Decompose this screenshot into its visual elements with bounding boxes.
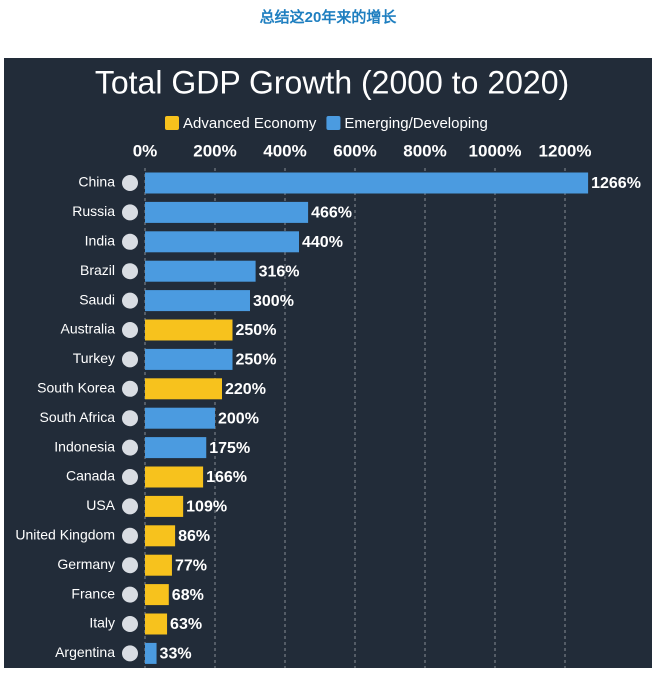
value-label: 109% — [186, 499, 227, 516]
category-label: Italy — [89, 615, 115, 631]
legend-label: Emerging/Developing — [344, 115, 487, 132]
bar — [145, 554, 172, 576]
value-label: 166% — [206, 469, 247, 486]
flag-icon — [122, 527, 138, 544]
bar — [145, 201, 309, 223]
flag-icon — [122, 233, 138, 250]
flag-icon — [122, 645, 138, 662]
x-tick-label: 800% — [403, 141, 446, 160]
flag-icon — [122, 322, 138, 338]
flag-icon — [122, 292, 138, 309]
bar — [145, 613, 168, 635]
value-label: 86% — [178, 528, 210, 545]
flag-icon — [122, 204, 138, 221]
flag-icon — [122, 380, 138, 397]
bar — [145, 642, 157, 664]
category-label: China — [78, 174, 115, 190]
flag-icon — [122, 410, 138, 427]
category-label: Indonesia — [54, 438, 115, 454]
value-label: 77% — [175, 557, 207, 574]
flag-icon — [122, 586, 138, 603]
legend-label: Advanced Economy — [183, 115, 317, 132]
legend-swatch — [326, 116, 341, 130]
category-label: Germany — [57, 556, 115, 572]
category-label: Argentina — [55, 644, 115, 660]
bar — [145, 407, 215, 429]
bar — [145, 378, 222, 400]
category-label: Brazil — [80, 262, 115, 278]
category-label: France — [71, 585, 115, 601]
bar — [145, 466, 204, 488]
category-label: Saudi — [79, 291, 115, 307]
category-label: South Korea — [37, 380, 115, 396]
x-tick-label: 0% — [133, 141, 158, 160]
value-label: 1266% — [591, 175, 641, 192]
category-label: South Africa — [40, 409, 116, 425]
chart-title: Total GDP Growth (2000 to 2020) — [95, 64, 569, 100]
category-label: Canada — [66, 468, 115, 484]
flag-icon — [122, 439, 138, 456]
flag-icon — [122, 263, 138, 280]
value-label: 63% — [170, 616, 202, 633]
flag-icon — [122, 351, 138, 368]
value-label: 33% — [160, 646, 192, 663]
flag-icon — [122, 616, 138, 632]
category-label: India — [85, 233, 116, 249]
chart-background — [4, 58, 652, 668]
flag-icon — [122, 557, 138, 574]
bar — [145, 290, 250, 312]
value-label: 466% — [311, 205, 352, 222]
bar — [145, 437, 207, 459]
value-label: 440% — [302, 234, 343, 251]
bar — [145, 525, 176, 547]
x-tick-label: 400% — [263, 141, 306, 160]
bar — [145, 231, 299, 253]
page-title: 总结这20年来的增长 — [260, 8, 398, 26]
legend-swatch — [165, 116, 179, 130]
category-label: Turkey — [73, 350, 115, 366]
category-label: Australia — [61, 321, 116, 337]
bar — [145, 348, 233, 370]
flag-icon — [122, 175, 138, 191]
value-label: 200% — [218, 410, 259, 427]
value-label: 316% — [259, 263, 300, 280]
x-tick-label: 1200% — [539, 141, 592, 160]
bar — [145, 495, 184, 517]
bar — [145, 172, 589, 194]
category-label: United Kingdom — [15, 527, 115, 543]
flag-icon — [122, 498, 138, 515]
value-label: 250% — [236, 322, 277, 339]
flag-icon — [122, 469, 138, 485]
category-label: Russia — [72, 203, 115, 219]
category-label: USA — [86, 497, 115, 513]
bar — [145, 584, 169, 606]
value-label: 175% — [209, 440, 250, 457]
value-label: 68% — [172, 587, 204, 604]
x-tick-label: 600% — [333, 141, 376, 160]
bar — [145, 260, 256, 282]
bar — [145, 319, 233, 341]
value-label: 220% — [225, 381, 266, 398]
value-label: 250% — [236, 352, 277, 369]
value-label: 300% — [253, 293, 294, 310]
x-tick-label: 1000% — [469, 141, 522, 160]
x-tick-label: 200% — [193, 141, 236, 160]
